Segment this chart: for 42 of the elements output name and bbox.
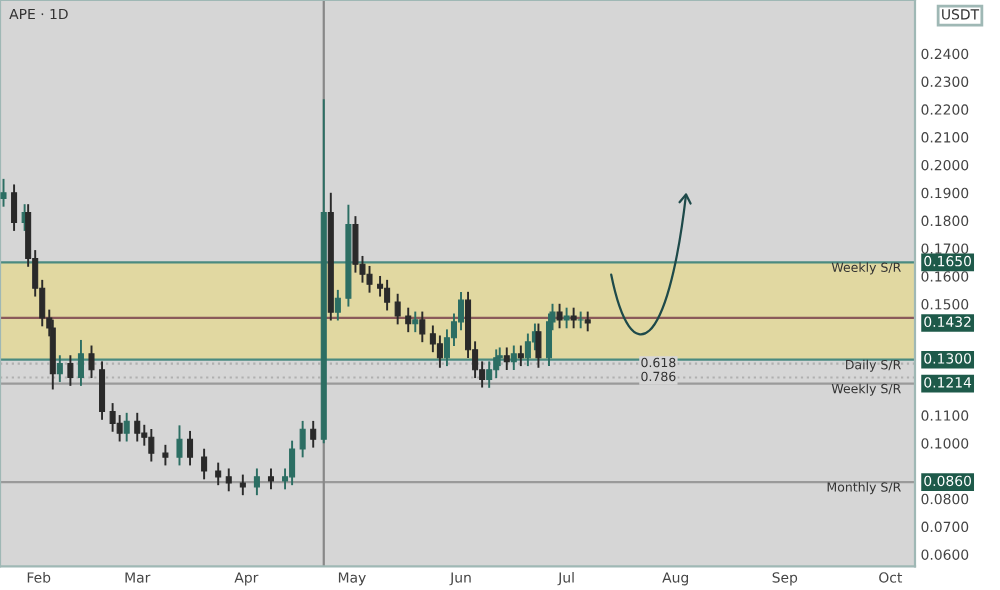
candlestick (67, 354, 74, 387)
candlestick (123, 411, 130, 443)
candlestick (517, 344, 524, 368)
candlestick (99, 360, 106, 421)
candlestick (556, 302, 563, 330)
candlestick (299, 419, 306, 459)
candlestick (412, 310, 419, 334)
candlestick (215, 461, 222, 487)
candlestick (503, 346, 510, 371)
candlestick (267, 467, 274, 491)
candlestick (310, 419, 317, 449)
candlestick (88, 344, 95, 380)
candlestick (239, 473, 246, 497)
candlestick (148, 428, 155, 463)
candlestick (162, 443, 169, 467)
candlestick (584, 310, 591, 333)
candlestick (49, 318, 56, 391)
candlestick (334, 288, 341, 322)
candlestick (56, 354, 63, 383)
candlestick (366, 264, 373, 294)
candlestick (384, 278, 391, 312)
candlestick (187, 429, 194, 467)
candlestick (493, 348, 500, 380)
candlestick (201, 447, 208, 481)
candlestick (524, 332, 531, 368)
candlestick (109, 402, 116, 433)
candlestick (225, 467, 232, 493)
candlestick (134, 411, 141, 443)
candlestick (77, 338, 84, 387)
candlestick (176, 424, 183, 467)
candlestick (535, 322, 542, 369)
candlestick (253, 467, 260, 497)
candlestick (563, 306, 570, 330)
candlestick (405, 306, 412, 334)
candlestick (0, 177, 7, 208)
candlestick (11, 183, 18, 232)
candlestick (419, 310, 426, 344)
candlestick (510, 344, 517, 371)
candlestick (394, 292, 401, 326)
candlestick (289, 439, 296, 487)
candlestick (545, 312, 553, 368)
candlestick (570, 306, 577, 330)
